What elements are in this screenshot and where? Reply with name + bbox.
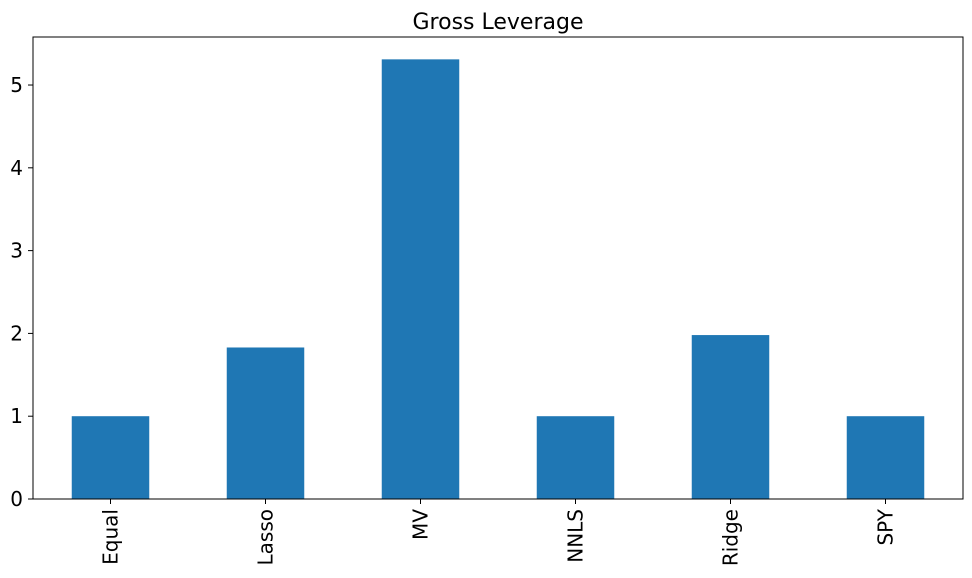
bar	[71, 416, 150, 499]
bar	[226, 347, 305, 499]
x-tick-label: NNLS	[564, 509, 588, 563]
bar	[536, 416, 615, 499]
y-tick-label: 0	[10, 487, 23, 511]
x-tick-label: SPY	[874, 508, 898, 545]
x-tick-label: MV	[409, 509, 433, 540]
y-tick-label: 1	[10, 404, 23, 428]
bar	[381, 59, 460, 500]
bar	[691, 335, 770, 499]
y-tick-label: 2	[10, 321, 23, 345]
bar	[846, 416, 925, 499]
x-tick-label: Lasso	[254, 509, 278, 565]
x-tick-label: Equal	[99, 509, 123, 565]
y-tick-label: 3	[10, 239, 23, 263]
y-tick-label: 5	[10, 73, 23, 97]
chart-title: Gross Leverage	[413, 10, 584, 35]
x-tick-label: Ridge	[719, 509, 743, 566]
plot-frame	[32, 36, 964, 500]
y-tick-label: 4	[10, 156, 23, 180]
